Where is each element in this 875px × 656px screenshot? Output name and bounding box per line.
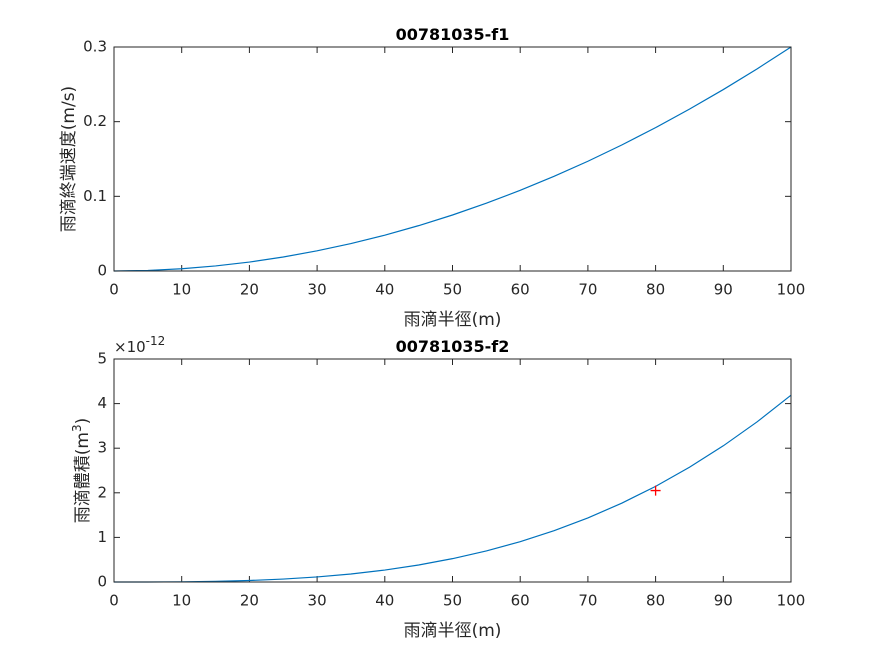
axis-multiplier-part: ×10 — [114, 338, 146, 356]
x-axis-label: 雨滴半徑(m) — [404, 621, 502, 641]
x-tick-label: 100 — [777, 592, 806, 610]
x-tick-label: 30 — [308, 592, 327, 610]
axes-box — [113, 358, 792, 583]
x-tick-label: 70 — [578, 281, 597, 299]
x-tick-label: 20 — [240, 592, 259, 610]
y-tick-label: 2 — [97, 483, 107, 501]
axis-multiplier: ×10-12 — [114, 334, 165, 356]
x-tick-label: 60 — [511, 281, 530, 299]
y-axis-label-part: 3 — [70, 424, 84, 432]
y-tick-label: 0.2 — [83, 112, 107, 130]
x-tick-label: 20 — [240, 281, 259, 299]
y-axis-label-part: 雨滴體積(m — [73, 432, 93, 523]
x-tick-label: 0 — [109, 281, 119, 299]
x-tick-label: 70 — [578, 592, 597, 610]
x-tick-label: 40 — [375, 281, 394, 299]
axes-box — [113, 46, 792, 272]
chart-title: 00781035-f1 — [396, 25, 510, 44]
x-tick-label: 60 — [511, 592, 530, 610]
y-axis-label: 雨滴終端速度(m/s) — [59, 86, 79, 232]
y-tick-label: 3 — [97, 439, 107, 457]
y-tick-label: 0.3 — [83, 38, 107, 56]
x-tick-label: 50 — [443, 592, 462, 610]
y-tick-label: 4 — [97, 394, 107, 412]
line — [113, 394, 792, 583]
axes-background — [114, 359, 791, 582]
x-tick-label: 90 — [714, 281, 733, 299]
x-tick-label: 10 — [172, 592, 191, 610]
x-tick-label: 90 — [714, 592, 733, 610]
x-tick-label: 40 — [375, 592, 394, 610]
x-tick-label: 50 — [443, 281, 462, 299]
x-tick-label: 80 — [646, 281, 665, 299]
x-axis-label: 雨滴半徑(m) — [404, 310, 502, 330]
x-tick-label: 100 — [777, 281, 806, 299]
axes-background — [114, 47, 791, 271]
y-axis-label-part: ) — [73, 418, 93, 425]
y-axis-label-part: 雨滴終端速度(m/s) — [59, 86, 79, 232]
y-tick-label: 5 — [97, 350, 107, 368]
axis-multiplier-part: -12 — [146, 334, 166, 348]
y-tick-label: 0 — [97, 262, 107, 280]
x-tick-label: 0 — [109, 592, 119, 610]
y-axis-label: 雨滴體積(m3) — [70, 418, 93, 523]
chart-title: 00781035-f2 — [396, 337, 510, 356]
y-tick-label: 1 — [97, 528, 107, 546]
marker — [650, 485, 661, 496]
y-tick-label: 0.1 — [83, 187, 107, 205]
x-tick-label: 10 — [172, 281, 191, 299]
y-tick-label: 0 — [97, 573, 107, 591]
line — [113, 46, 792, 272]
x-tick-label: 80 — [646, 592, 665, 610]
x-tick-label: 30 — [308, 281, 327, 299]
